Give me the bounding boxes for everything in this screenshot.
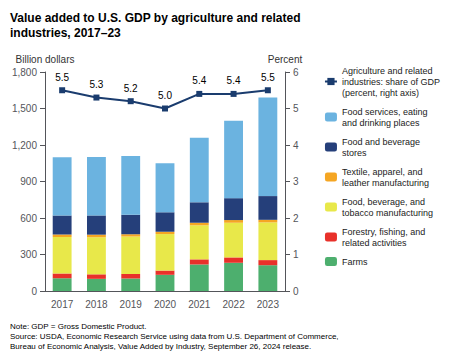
svg-text:(percent, right axis): (percent, right axis) <box>342 88 419 98</box>
svg-text:6: 6 <box>293 67 299 78</box>
svg-text:600: 600 <box>20 213 37 224</box>
svg-text:Percent: Percent <box>268 54 303 65</box>
svg-text:Textile, apparel, and: Textile, apparel, and <box>342 167 423 177</box>
svg-text:1,800: 1,800 <box>12 67 37 78</box>
svg-text:3: 3 <box>293 176 299 187</box>
svg-text:Food and beverage: Food and beverage <box>342 137 420 147</box>
svg-text:5.0: 5.0 <box>158 90 172 101</box>
svg-text:Note: GDP = Gross Domestic Pro: Note: GDP = Gross Domestic Product. <box>10 322 147 331</box>
svg-text:1: 1 <box>293 249 299 260</box>
svg-text:1,200: 1,200 <box>12 140 37 151</box>
svg-text:related activities: related activities <box>342 238 407 248</box>
svg-text:5: 5 <box>293 103 299 114</box>
svg-text:Billion dollars: Billion dollars <box>16 54 75 65</box>
svg-text:2018: 2018 <box>85 299 108 310</box>
svg-text:0: 0 <box>31 286 37 297</box>
svg-text:and drinking places: and drinking places <box>342 118 420 128</box>
svg-text:2019: 2019 <box>120 299 143 310</box>
svg-text:stores: stores <box>342 148 367 158</box>
svg-text:900: 900 <box>20 176 37 187</box>
svg-text:Food services, eating: Food services, eating <box>342 107 428 117</box>
svg-text:Forestry, fishing, and: Forestry, fishing, and <box>342 227 425 237</box>
svg-text:Source: USDA, Economic Researc: Source: USDA, Economic Research Service … <box>10 332 339 341</box>
svg-text:industries: share of GDP: industries: share of GDP <box>342 77 440 87</box>
svg-text:2017: 2017 <box>51 299 74 310</box>
svg-text:5.5: 5.5 <box>261 72 275 83</box>
svg-text:5.3: 5.3 <box>89 79 103 90</box>
svg-text:2: 2 <box>293 213 299 224</box>
svg-text:Value added to U.S. GDP by agr: Value added to U.S. GDP by agriculture a… <box>10 11 301 25</box>
svg-text:2023: 2023 <box>257 299 280 310</box>
svg-text:industries, 2017–23: industries, 2017–23 <box>10 26 121 40</box>
svg-text:Bureau of Economic Analysis, V: Bureau of Economic Analysis, Value Added… <box>10 342 311 351</box>
svg-text:300: 300 <box>20 249 37 260</box>
svg-text:2022: 2022 <box>222 299 245 310</box>
svg-text:0: 0 <box>293 286 299 297</box>
svg-text:leather manufacturing: leather manufacturing <box>342 178 429 188</box>
svg-text:5.2: 5.2 <box>124 83 138 94</box>
svg-text:2020: 2020 <box>154 299 177 310</box>
svg-text:5.4: 5.4 <box>227 75 241 86</box>
svg-text:tobacco manufacturing: tobacco manufacturing <box>342 208 433 218</box>
svg-text:1,500: 1,500 <box>12 103 37 114</box>
svg-text:Agriculture and related: Agriculture and related <box>342 66 433 76</box>
svg-text:Farms: Farms <box>342 257 368 267</box>
svg-text:4: 4 <box>293 140 299 151</box>
svg-text:5.5: 5.5 <box>55 72 69 83</box>
svg-text:5.4: 5.4 <box>192 75 206 86</box>
svg-text:Food, beverage, and: Food, beverage, and <box>342 197 425 207</box>
svg-text:2021: 2021 <box>188 299 211 310</box>
